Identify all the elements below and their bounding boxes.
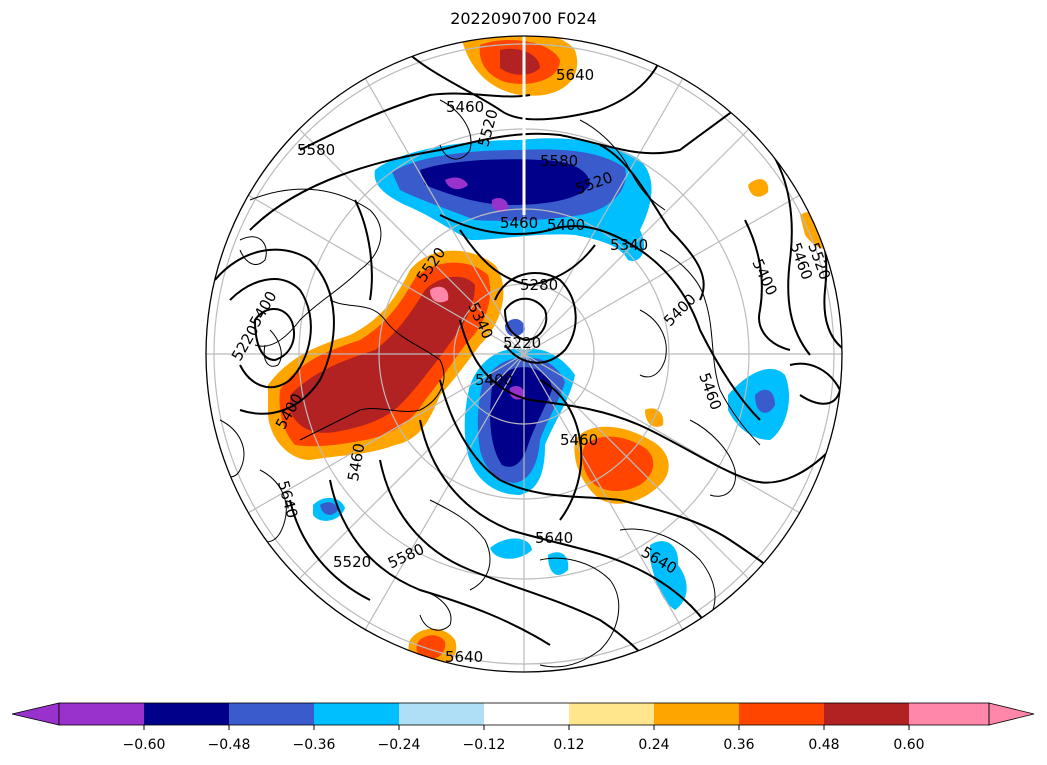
map-disc	[206, 36, 842, 672]
colorbar-segment	[824, 703, 909, 725]
colorbar: −0.60 −0.48 −0.36 −0.24 −0.12 0.12 0.24 …	[11, 702, 1035, 753]
contour-label: 5460	[560, 431, 598, 449]
colorbar-extend-low	[11, 702, 60, 726]
height-contours	[214, 39, 842, 672]
colorbar-tick-label: 0.36	[723, 737, 754, 753]
contour-label: 5580	[540, 152, 578, 170]
contour-label: 5460	[446, 98, 484, 116]
coastlines	[219, 99, 761, 668]
contour-label: 5400	[475, 371, 513, 389]
colorbar-tick-label: −0.60	[123, 737, 166, 753]
contour-label: 5580	[297, 141, 335, 159]
map-title: 2022090700 F024	[450, 9, 597, 28]
contour-labels: 5640 5460 5580 5520 5580 5520 5460 5400 …	[228, 66, 834, 666]
colorbar-tick-label: 0.48	[808, 737, 839, 753]
colorbar-segment	[399, 703, 484, 725]
contour-label: 5220	[503, 334, 541, 352]
colorbar-tick-label: −0.48	[208, 737, 251, 753]
colorbar-extend-high	[988, 702, 1035, 726]
graticule	[206, 36, 842, 672]
contour-label: 5640	[535, 529, 573, 547]
colorbar-segment	[569, 703, 654, 725]
contour-label: 5340	[610, 236, 648, 254]
colorbar-tick-label: −0.12	[463, 737, 506, 753]
colorbar-segment	[909, 703, 989, 725]
contour-label: 5520	[333, 553, 371, 571]
colorbar-tick-label: 0.60	[893, 737, 924, 753]
colorbar-segment	[144, 703, 229, 725]
contour-label: 5400	[547, 216, 585, 234]
contour-label: 5280	[520, 276, 558, 294]
contour-label: 5460	[500, 214, 538, 232]
contour-label: 5640	[445, 648, 483, 666]
colorbar-tick-label: 0.12	[553, 737, 584, 753]
colorbar-tick-label: 0.24	[638, 737, 669, 753]
colorbar-segment	[739, 703, 824, 725]
colorbar-segment	[484, 703, 569, 725]
colorbar-segment	[314, 703, 399, 725]
colorbar-segment	[59, 703, 144, 725]
colorbar-segment	[229, 703, 314, 725]
colorbar-segment	[654, 703, 739, 725]
map-boundary	[205, 35, 843, 673]
colorbar-tick-label: −0.24	[378, 737, 421, 753]
colorbar-tick-label: −0.36	[293, 737, 336, 753]
contour-label: 5640	[556, 66, 594, 84]
